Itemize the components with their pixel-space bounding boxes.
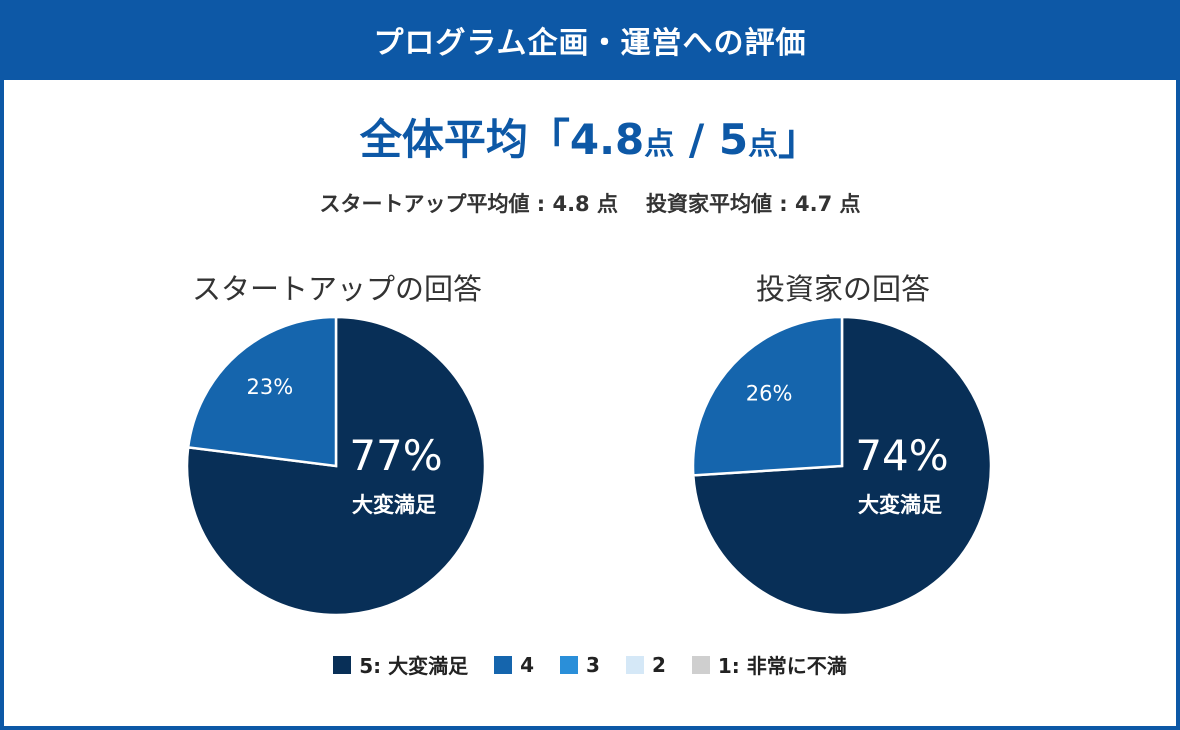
overall-average-headline: 全体平均「4.8点 / 5点」 [0,112,1180,173]
group-averages: スタートアップ平均値 : 4.8 点 投資家平均値 : 4.7 点 [0,188,1180,218]
legend-item-4: 4 [494,653,534,677]
legend-swatch-5 [333,655,352,674]
investor-main-percent-label: 74% [855,431,948,480]
legend-item-1: 1: 非常に不満 [691,650,847,679]
headline-max: 5 [718,115,749,164]
investor-chart-title: 投資家の回答 [755,272,930,306]
startup-slice-1 [186,315,338,468]
legend-item-5: 5: 大変満足 [333,650,468,679]
startup-average: スタートアップ平均値 : 4.8 点 [319,192,618,216]
legend-label-4: 4 [520,652,535,677]
legend-swatch-4 [494,655,513,674]
headline-separator: / [674,115,719,164]
headline-suffix: 」 [778,115,821,164]
legend: 5: 大変満足 4 3 2 1: 非常に不満 [0,650,1180,679]
legend-item-2: 2 [625,652,666,677]
header-title: プログラム企画・運営への評価 [373,26,807,61]
startup-main-sub-label: 大変満足 [352,493,436,517]
legend-label-1: 1: 非常に不満 [717,654,847,678]
legend-swatch-1 [691,655,710,674]
headline-unit-max: 点 [748,127,779,162]
headline-unit: 点 [644,127,675,162]
legend-swatch-3 [560,655,579,674]
startup-pie-chart: 77% 大変満足 23% [186,315,486,617]
legend-label-3: 3 [586,652,600,677]
investor-pie-chart: 74% 大変満足 26% [692,315,992,617]
startup-chart-title: スタートアップの回答 [191,272,482,306]
startup-main-percent-label: 77% [349,431,442,480]
investor-slice-1-label: 26% [746,382,793,406]
header-banner: プログラム企画・運営への評価 [0,0,1180,80]
investor-main-sub-label: 大変満足 [858,493,942,517]
legend-item-3: 3 [560,653,600,677]
legend-swatch-2 [625,655,644,674]
investor-average: 投資家平均値 : 4.7 点 [645,192,861,216]
legend-label-5: 5: 大変満足 [359,654,469,678]
investor-slice-1 [692,315,844,477]
headline-prefix: 全体平均「 [359,115,570,164]
headline-average: 4.8 [569,115,645,164]
startup-slice-1-label: 23% [247,375,294,399]
legend-label-2: 2 [651,652,666,677]
